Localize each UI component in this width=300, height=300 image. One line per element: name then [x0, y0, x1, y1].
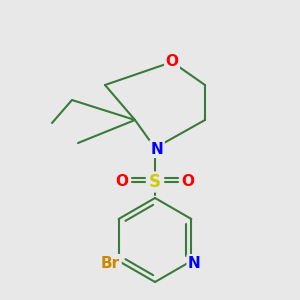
Text: N: N [188, 256, 201, 271]
Text: O: O [116, 175, 128, 190]
Text: Br: Br [101, 256, 120, 271]
Text: O: O [182, 175, 194, 190]
Text: O: O [166, 53, 178, 68]
Text: N: N [151, 142, 164, 157]
Text: S: S [149, 173, 161, 191]
